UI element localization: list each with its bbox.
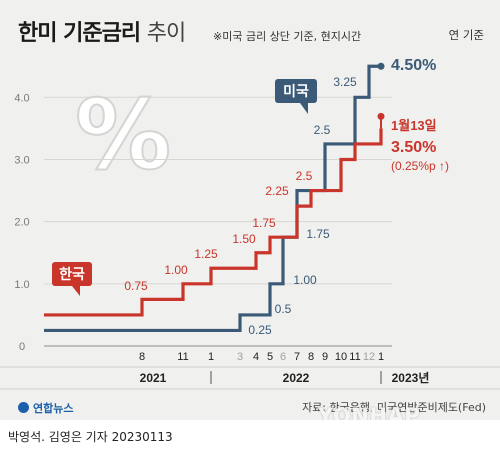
x-tick-label: 6 [280,351,286,363]
year-label: 2021 [140,371,167,385]
korea-final-value-label: 3.50% [391,139,436,156]
korea-data-label: 1.00 [164,263,188,277]
chart-title: 한미 기준금리 추이 [18,21,186,46]
logo-mark-icon [18,402,29,413]
korea-data-label: 1.50 [232,232,256,246]
byline: 박영석. 김영은 기자 20230113 [8,430,173,444]
us-series-name: 미국 [283,84,309,100]
percent-watermark-icon: % [75,79,171,191]
y-tick-label: 2.0 [14,217,29,229]
x-tick-label: 1 [208,351,214,363]
year-label: 2022 [283,371,310,385]
korea-data-label: 2.5 [296,169,313,183]
byline-strip [0,420,500,450]
x-tick-label: 3 [237,351,243,363]
us-end-point [377,62,385,70]
x-tick-label: 9 [322,351,328,363]
x-tick-label: 10 [335,351,347,363]
chart-note: ※미국 금리 상단 기준, 현지시간 [213,30,362,43]
x-tick-label: 8 [308,351,314,363]
korea-series-name: 한국 [59,267,85,283]
unit-label: 연 기준 [448,28,484,42]
x-tick-label: 5 [267,351,273,363]
y-tick-label: 0 [19,341,25,353]
x-tick-label: 7 [294,351,300,363]
x-tick-label: 11 [177,351,188,363]
korea-series-tag: 한국 [52,262,92,296]
korea-final-change-label: (0.25%p ↑) [391,159,449,173]
x-tick-label: 11 [349,351,360,363]
series-tag-box [52,262,92,286]
x-tick-label: 1 [378,351,384,363]
y-tick-label: 3.0 [14,154,29,166]
y-tick-label: 1.0 [14,279,29,291]
series-tag-pointer [300,103,308,114]
us-data-label: 2.5 [314,123,331,137]
korea-series-line [44,128,383,317]
us-final-value-label: 4.50% [391,57,436,74]
x-tick-label: 4 [253,351,259,363]
us-data-label: 0.25 [248,323,272,337]
korea-data-label: 1.75 [252,216,276,230]
yonhap-logo: 연합뉴스 [18,400,73,416]
us-data-label: 1.75 [306,227,330,241]
year-label: 2023년 [392,371,430,385]
us-data-label: 3.25 [333,75,357,89]
source-note: 자료: 한국은행, 미국연방준비제도(Fed) [302,401,486,414]
korea-data-label: 0.75 [124,279,148,293]
y-tick-label: 4.0 [14,92,29,104]
korea-data-label: 1.25 [194,247,218,261]
us-data-label: 1.00 [293,273,317,287]
us-series-tag: 미국 [275,79,317,114]
us-data-label: 0.5 [275,302,292,316]
series-tag-pointer [72,286,80,296]
series-tag-box [275,79,317,103]
korea-data-label: 2.25 [265,184,289,198]
x-tick-label: 8 [139,351,145,363]
x-tick-label: 12 [363,351,375,363]
korea-final-date-label: 1월13일 [391,118,437,133]
